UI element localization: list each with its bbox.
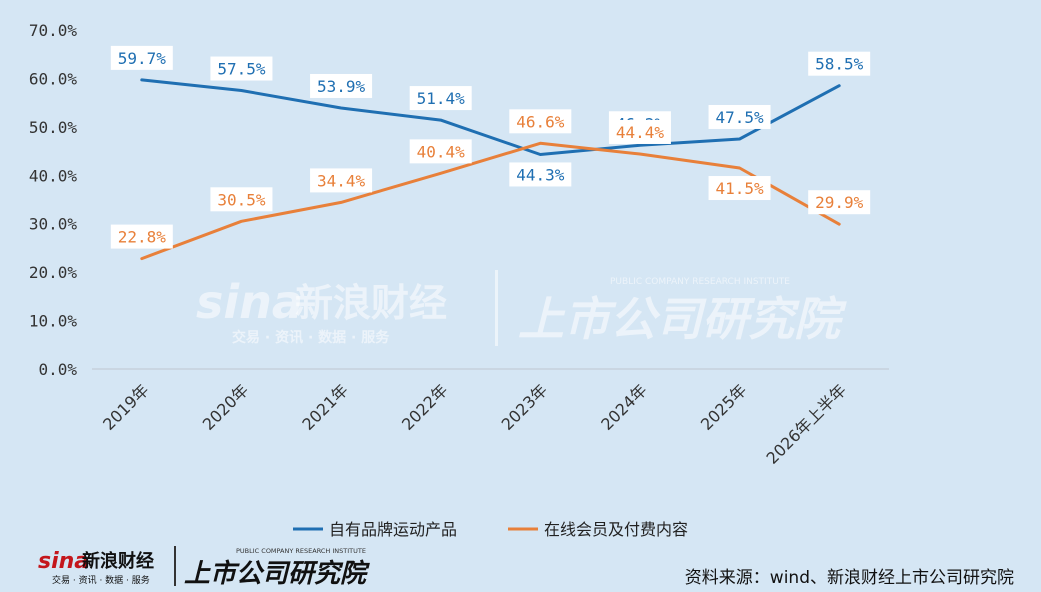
- legend-label: 在线会员及付费内容: [544, 520, 688, 539]
- watermark-sina-sub: 交易 · 资讯 · 数据 · 服务: [232, 329, 390, 346]
- data-label-box: [310, 73, 373, 98]
- data-label-box: [210, 56, 273, 81]
- legend-label: 自有品牌运动产品: [329, 520, 457, 539]
- data-label-box: [110, 45, 173, 70]
- data-label-box: [708, 104, 771, 129]
- y-tick-label: 70.0%: [29, 21, 78, 40]
- data-label: 41.5%: [715, 179, 764, 198]
- x-tick-label: 2024年: [597, 380, 651, 434]
- x-tick-label: 2026年上半年: [763, 380, 850, 467]
- footer-sina-name: 新浪财经: [82, 550, 154, 572]
- x-tick-label: 2023年: [498, 380, 552, 434]
- x-tick-label: 2021年: [298, 380, 352, 434]
- footer-sina-sub: 交易 · 资讯 · 数据 · 服务: [52, 574, 150, 586]
- data-labels: 59.7%57.5%53.9%51.4%44.3%46.2%47.5%58.5%…: [110, 45, 871, 249]
- data-label: 44.3%: [516, 165, 565, 184]
- data-label-box: [409, 86, 472, 111]
- footer-logo: sina 新浪财经 交易 · 资讯 · 数据 · 服务 PUBLIC COMPA…: [38, 546, 370, 589]
- data-label: 47.5%: [715, 108, 764, 127]
- data-label-box: [210, 187, 273, 212]
- data-label: 40.4%: [417, 142, 466, 161]
- data-label-box: [608, 119, 671, 144]
- data-label: 46.6%: [516, 112, 565, 131]
- footer-divider: [174, 546, 176, 586]
- data-label-box: [509, 162, 572, 187]
- data-label-box: [708, 176, 771, 201]
- series-line-0: [140, 78, 841, 156]
- y-tick-label: 60.0%: [29, 69, 78, 88]
- data-label-box: [310, 168, 373, 193]
- y-axis: 0.0% 10.0% 20.0% 30.0% 40.0% 50.0% 60.0% 70.0%: [29, 21, 78, 379]
- footer-institute-name: 上市公司研究院: [184, 559, 370, 589]
- data-label: 57.5%: [217, 60, 266, 79]
- data-label: 51.4%: [417, 89, 466, 108]
- footer-institute-en: PUBLIC COMPANY RESEARCH INSTITUTE: [236, 547, 366, 555]
- data-label-box: [808, 190, 871, 215]
- watermark-institute-en: PUBLIC COMPANY RESEARCH INSTITUTE: [610, 277, 790, 287]
- y-tick-label: 50.0%: [29, 118, 78, 137]
- x-tick-label: 2020年: [199, 380, 253, 434]
- footer-sina-logo: sina: [38, 549, 89, 574]
- data-label: 44.4%: [616, 123, 665, 142]
- y-tick-label: 20.0%: [29, 263, 78, 282]
- data-label: 34.4%: [317, 171, 366, 190]
- data-label-box: [110, 224, 173, 249]
- data-label: 29.9%: [815, 193, 864, 212]
- watermark-divider: [495, 270, 498, 346]
- series-line-1: [140, 141, 841, 261]
- data-label: 53.9%: [317, 77, 366, 96]
- watermark-sina-name: 新浪财经: [295, 281, 447, 325]
- x-tick-label: 2022年: [398, 380, 452, 434]
- y-tick-label: 10.0%: [29, 312, 78, 331]
- y-tick-label: 0.0%: [38, 360, 77, 379]
- y-tick-label: 30.0%: [29, 215, 78, 234]
- data-label: 30.5%: [217, 190, 266, 209]
- data-label-box: [509, 109, 572, 134]
- legend: 自有品牌运动产品 在线会员及付费内容: [293, 520, 688, 539]
- x-tick-label: 2025年: [697, 380, 751, 434]
- y-tick-label: 40.0%: [29, 166, 78, 185]
- data-label: 58.5%: [815, 55, 864, 74]
- data-label-box: [808, 51, 871, 76]
- watermark: sina 新浪财经 交易 · 资讯 · 数据 · 服务 PUBLIC COMPA…: [196, 270, 847, 346]
- source-note: 资料来源：wind、新浪财经上市公司研究院: [685, 568, 1014, 588]
- data-label: 59.7%: [118, 49, 167, 68]
- data-label: 22.8%: [118, 228, 167, 247]
- watermark-institute-name: 上市公司研究院: [518, 292, 847, 346]
- x-axis: 2019年 2020年 2021年 2022年 2023年 2024年 2025年 2026年…: [99, 380, 850, 467]
- watermark-sina-logo: sina: [196, 275, 303, 329]
- x-tick-label: 2019年: [99, 380, 153, 434]
- series-lines: [140, 78, 841, 261]
- data-label-box: [409, 139, 472, 164]
